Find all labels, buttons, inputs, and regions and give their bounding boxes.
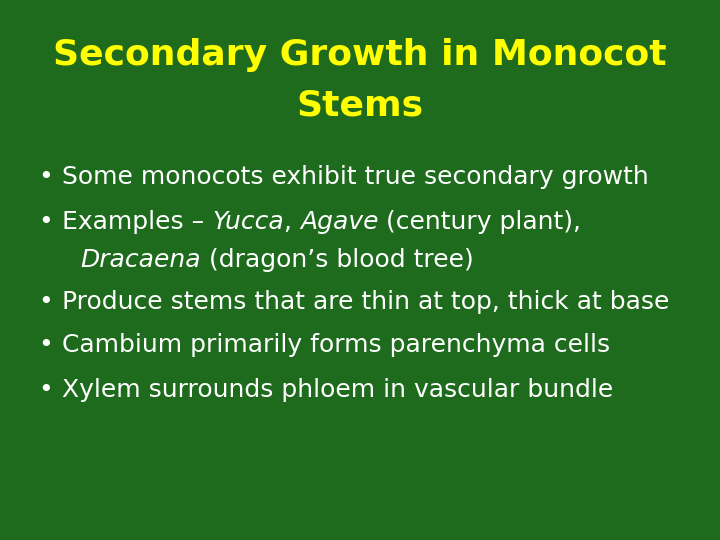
Text: ,: ,: [284, 210, 300, 234]
Text: •: •: [38, 290, 53, 314]
Text: Cambium primarily forms parenchyma cells: Cambium primarily forms parenchyma cells: [62, 333, 610, 357]
Text: •: •: [38, 378, 53, 402]
Text: Some monocots exhibit true secondary growth: Some monocots exhibit true secondary gro…: [62, 165, 649, 189]
Text: (dragon’s blood tree): (dragon’s blood tree): [201, 248, 473, 272]
Text: Stems: Stems: [297, 88, 423, 122]
Text: Dracaena: Dracaena: [80, 248, 201, 272]
Text: Xylem surrounds phloem in vascular bundle: Xylem surrounds phloem in vascular bundl…: [62, 378, 613, 402]
Text: Produce stems that are thin at top, thick at base: Produce stems that are thin at top, thic…: [62, 290, 670, 314]
Text: Secondary Growth in Monocot: Secondary Growth in Monocot: [53, 38, 667, 72]
Text: Yucca: Yucca: [212, 210, 284, 234]
Text: Agave: Agave: [300, 210, 379, 234]
Text: (century plant),: (century plant),: [379, 210, 581, 234]
Text: •: •: [38, 165, 53, 189]
Text: •: •: [38, 210, 53, 234]
Text: Examples –: Examples –: [62, 210, 212, 234]
Text: •: •: [38, 333, 53, 357]
